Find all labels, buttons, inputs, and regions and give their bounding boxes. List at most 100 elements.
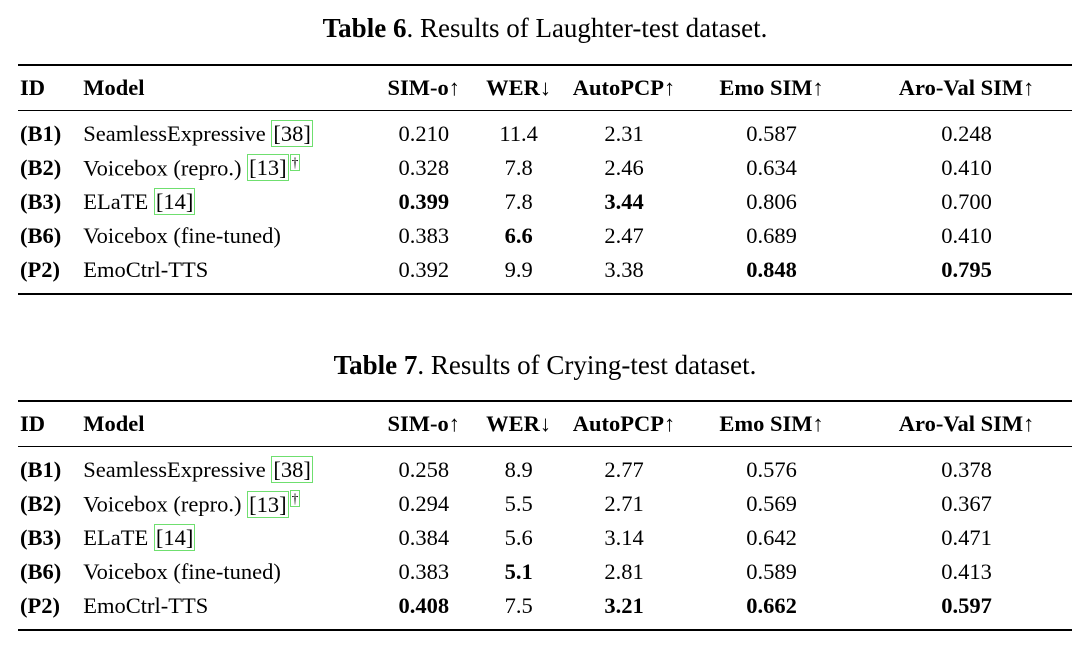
metric-value: 2.81 <box>604 559 644 585</box>
column-header: Aro-Val SIM↑ <box>861 401 1072 448</box>
table-section-crying: Table 7. Results of Crying-test dataset.… <box>18 349 1072 631</box>
column-header: Emo SIM↑ <box>682 401 862 448</box>
metric-value: 3.44 <box>604 188 644 214</box>
model-name: ELaTE [14] <box>81 185 376 219</box>
metric-value: 0.689 <box>746 222 797 248</box>
model-text: ELaTE <box>83 188 154 214</box>
model-text: EmoCtrl-TTS <box>83 256 209 282</box>
results-table-laughter: ID Model SIM-o↑ WER↓ AutoPCP↑ Emo SIM↑ Aro-Val… <box>18 63 1072 295</box>
metric-value: 0.410 <box>941 222 992 248</box>
metric-value: 0.587 <box>746 120 797 146</box>
table-row: (B1) SeamlessExpressive [38] 0.210 11.4 2.31… <box>18 110 1072 150</box>
metric-value: 5.1 <box>504 559 533 585</box>
row-id: (B6) <box>20 222 62 248</box>
metric-value: 0.806 <box>746 188 797 214</box>
table-row: (B2) Voicebox (repro.) [13] † 0.328 7.8 2.46 0… <box>18 151 1072 185</box>
column-header: WER↓ <box>471 401 567 448</box>
model-text: EmoCtrl-TTS <box>83 593 209 619</box>
metric-value: 0.248 <box>941 120 992 146</box>
model-name: SeamlessExpressive [38] <box>81 110 376 150</box>
metric-value: 3.38 <box>604 256 644 282</box>
table-row: (P2) EmoCtrl-TTS 0.408 7.5 3.21 0.662 0.597 <box>18 589 1072 630</box>
column-header: Model <box>81 401 377 448</box>
table-section-laughter: Table 6. Results of Laughter-test datase… <box>18 12 1072 295</box>
metric-value: 3.21 <box>604 593 644 619</box>
model-name: Voicebox (repro.) [13] † <box>81 487 376 521</box>
model-name: ELaTE [14] <box>81 521 376 555</box>
metric-value: 0.378 <box>941 457 992 483</box>
column-header: ID <box>18 401 82 448</box>
metric-value: 0.383 <box>398 559 450 585</box>
metric-value: 0.662 <box>746 593 797 619</box>
metric-value: 0.383 <box>398 222 450 248</box>
metric-value: 2.77 <box>604 457 644 483</box>
metric-value: 0.569 <box>746 491 797 517</box>
table-row: (B3) ELaTE [14] 0.384 5.6 3.14 0.642 0.471 <box>18 521 1072 555</box>
column-header: SIM-o↑ <box>376 64 472 111</box>
metric-value: 8.9 <box>504 457 533 483</box>
results-table-crying: ID Model SIM-o↑ WER↓ AutoPCP↑ Emo SIM↑ Aro-Val… <box>18 400 1072 631</box>
model-name: EmoCtrl-TTS <box>81 253 376 294</box>
model-text: SeamlessExpressive <box>83 457 272 483</box>
column-header: AutoPCP↑ <box>566 401 682 448</box>
table-row: (P2) EmoCtrl-TTS 0.392 9.9 3.38 0.848 0.795 <box>18 253 1072 294</box>
model-text: Voicebox (repro.) <box>83 155 248 180</box>
metric-value: 0.848 <box>746 256 797 282</box>
metric-value: 7.8 <box>504 154 533 180</box>
row-id: (B1) <box>20 120 62 146</box>
model-name: Voicebox (fine-tuned) <box>81 219 376 253</box>
citation-link[interactable]: [13] <box>247 490 289 518</box>
metric-value: 0.700 <box>941 188 992 214</box>
row-id: (B2) <box>20 154 62 180</box>
metric-value: 0.294 <box>398 491 450 517</box>
metric-value: 0.210 <box>398 120 450 146</box>
column-header: Emo SIM↑ <box>682 64 862 111</box>
model-text: Voicebox (repro.) <box>83 491 248 517</box>
citation-link[interactable]: [38] <box>271 119 313 147</box>
citation-link[interactable]: † <box>289 490 301 507</box>
column-header: Aro-Val SIM↑ <box>861 64 1072 111</box>
table-6-caption-text: . Results of Laughter-test dataset. <box>406 13 768 43</box>
model-name: Voicebox (repro.) [13] † <box>81 151 376 185</box>
table-row: (B1) SeamlessExpressive [38] 0.258 8.9 2.77 0… <box>18 447 1072 487</box>
citation-link[interactable]: † <box>289 153 301 171</box>
metric-value: 0.392 <box>398 256 450 282</box>
metric-value: 2.47 <box>604 222 644 248</box>
table-7-caption-label: Table 7 <box>333 349 418 380</box>
citation-link[interactable]: [14] <box>153 187 196 215</box>
metric-value: 0.642 <box>746 525 797 551</box>
row-id: (B2) <box>20 491 62 517</box>
metric-value: 0.384 <box>398 525 450 551</box>
metric-value: 2.31 <box>604 120 644 146</box>
citation-link[interactable]: [13] <box>247 154 289 181</box>
column-header: ID <box>18 64 82 111</box>
citation-link[interactable]: [38] <box>271 456 313 484</box>
model-text: Voicebox (fine-tuned) <box>83 222 281 248</box>
metric-value: 0.795 <box>941 256 992 282</box>
metric-value: 0.589 <box>746 559 797 585</box>
citation-link[interactable]: [14] <box>153 524 196 552</box>
metric-value: 0.413 <box>941 559 992 585</box>
metric-value: 0.597 <box>941 593 992 619</box>
metric-value: 9.9 <box>504 256 533 282</box>
row-id: (B3) <box>20 525 62 551</box>
column-header: AutoPCP↑ <box>566 64 682 111</box>
metric-value: 5.5 <box>504 491 533 517</box>
metric-value: 0.328 <box>398 154 450 180</box>
table-row: (B2) Voicebox (repro.) [13] † 0.294 5.5 2.71 0… <box>18 487 1072 521</box>
metric-value: 3.14 <box>604 525 644 551</box>
column-header: WER↓ <box>471 64 567 111</box>
column-header: Model <box>81 64 377 111</box>
metric-value: 5.6 <box>504 525 533 551</box>
metric-value: 0.399 <box>398 188 450 214</box>
metric-value: 0.367 <box>941 491 992 517</box>
metric-value: 0.410 <box>941 154 992 180</box>
row-id: (B6) <box>20 559 62 585</box>
metric-value: 7.5 <box>504 593 533 619</box>
metric-value: 0.258 <box>398 457 450 483</box>
row-id: (P2) <box>20 256 60 282</box>
model-text: Voicebox (fine-tuned) <box>83 559 281 585</box>
row-id: (B1) <box>20 457 62 483</box>
table-7-caption-text: . Results of Crying-test dataset. <box>417 349 757 380</box>
header-row: ID Model SIM-o↑ WER↓ AutoPCP↑ Emo SIM↑ Aro-Val… <box>18 401 1072 448</box>
